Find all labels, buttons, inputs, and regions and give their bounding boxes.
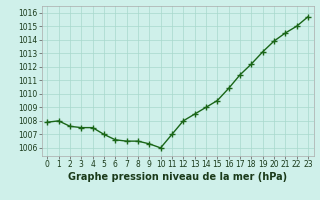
X-axis label: Graphe pression niveau de la mer (hPa): Graphe pression niveau de la mer (hPa) (68, 172, 287, 182)
